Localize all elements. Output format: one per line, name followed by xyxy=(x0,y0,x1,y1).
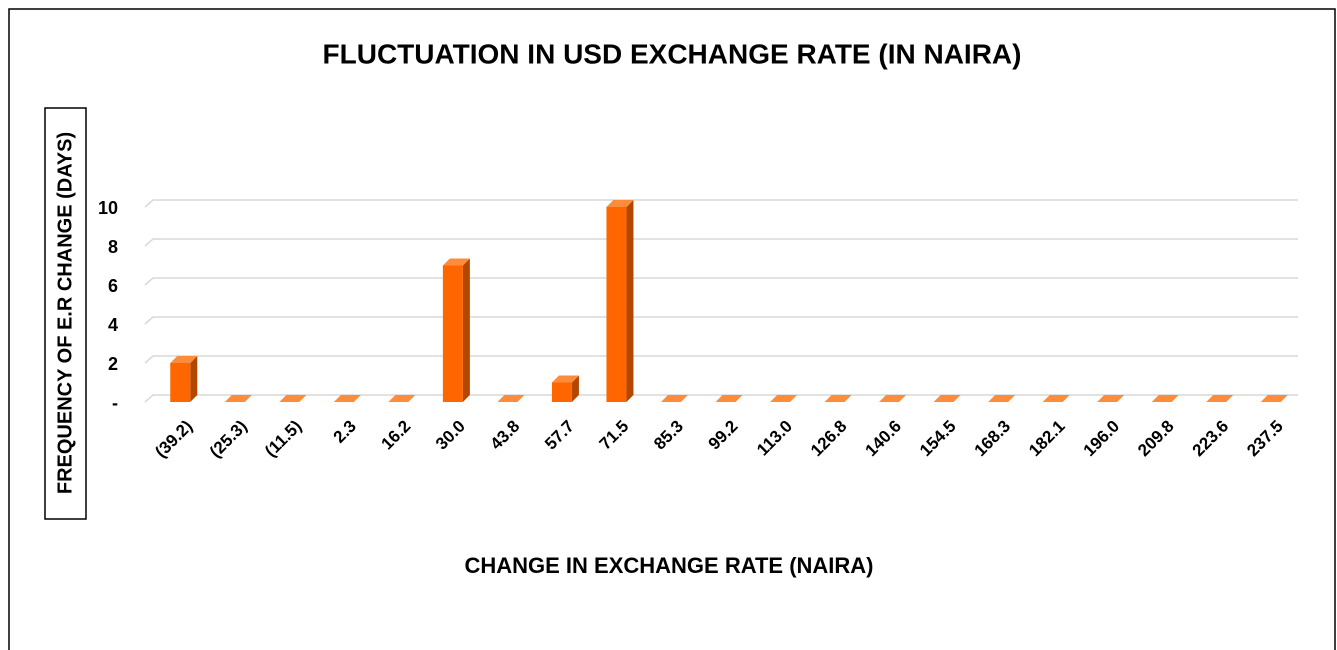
bar xyxy=(606,207,627,402)
bar-top xyxy=(170,356,198,363)
bar-top xyxy=(715,395,743,402)
bar-top xyxy=(388,395,416,402)
bar-top xyxy=(824,395,852,402)
bar-top xyxy=(1206,395,1234,402)
grid-line xyxy=(144,238,1298,247)
y-tick-label: - xyxy=(112,393,118,413)
bar xyxy=(442,265,463,402)
y-tick-label: 8 xyxy=(108,237,118,257)
bar-top xyxy=(1260,395,1288,402)
bar-top xyxy=(933,395,961,402)
bar-top xyxy=(551,375,579,383)
bar-top xyxy=(988,395,1016,402)
bar-side xyxy=(626,200,634,402)
bar-top xyxy=(1097,395,1125,402)
grid-line xyxy=(144,199,1298,208)
bar-top xyxy=(279,395,307,402)
bar-top xyxy=(333,395,361,402)
bar-top xyxy=(224,395,252,402)
bar-top xyxy=(879,395,907,402)
y-axis-title: FREQUENCY OF E.R CHANGE (DAYS) xyxy=(54,132,76,494)
bar-top xyxy=(497,395,525,402)
y-tick-label: 6 xyxy=(108,276,118,296)
grid-line xyxy=(144,277,1298,286)
y-tick-label: 2 xyxy=(108,354,118,374)
y-tick-label: 10 xyxy=(98,198,118,218)
bar-top xyxy=(606,200,634,207)
bar xyxy=(551,382,572,402)
grid-line xyxy=(144,355,1298,364)
bar-top xyxy=(1151,395,1179,402)
bar-side xyxy=(571,375,579,402)
chart-title: FLUCTUATION IN USD EXCHANGE RATE (IN NAI… xyxy=(323,38,1022,69)
x-axis-title: CHANGE IN EXCHANGE RATE (NAIRA) xyxy=(464,553,873,578)
y-tick-label: 4 xyxy=(108,315,118,335)
bar-top xyxy=(770,395,798,402)
bar-side xyxy=(462,258,470,402)
grid-line xyxy=(144,394,1298,403)
bar-side xyxy=(190,356,198,402)
bar-top xyxy=(442,258,470,266)
chart-frame xyxy=(8,8,1336,650)
bar-top xyxy=(1042,395,1070,402)
y-axis-title-box xyxy=(44,107,87,520)
grid-line xyxy=(144,316,1298,325)
bar xyxy=(170,363,191,402)
bar-top xyxy=(660,395,688,402)
